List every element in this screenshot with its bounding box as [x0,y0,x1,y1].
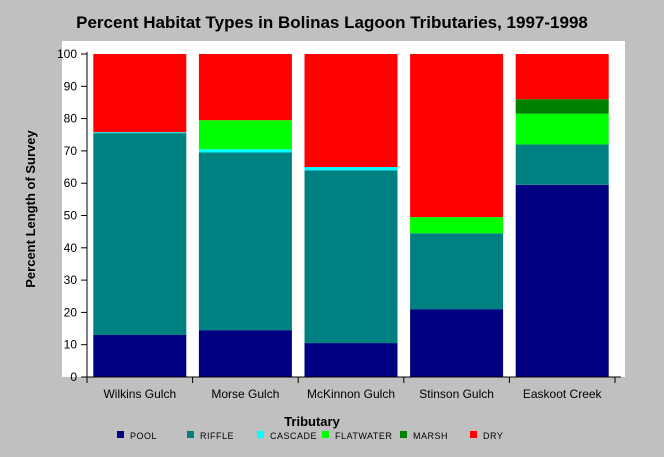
bar-morse-gulch-riffle [198,152,292,331]
bar-mckinnon-gulch-riffle [304,170,398,344]
legend-label-pool: POOL [130,431,157,441]
bar-stack-mckinnon-gulch [304,54,398,377]
legend-label-riffle: RIFFLE [200,431,234,441]
legend-item-riffle: RIFFLE [187,431,234,441]
bar-stack-morse-gulch [198,54,292,377]
legend-item-pool: POOL [117,431,157,441]
bar-wilkins-gulch-cascade [93,132,187,134]
bar-mckinnon-gulch-cascade [304,167,398,171]
bar-morse-gulch-dry [198,54,292,121]
bar-mckinnon-gulch-pool [304,343,398,377]
x-tick-label-stinson-gulch: Stinson Gulch [419,387,494,401]
bar-stinson-gulch-dry [410,54,504,218]
bar-stinson-gulch-riffle [410,233,504,310]
bar-easkoot-creek-riffle [515,144,609,185]
y-tick-label-30: 30 [64,273,78,287]
legend-item-flatwater: FLATWATER [322,431,392,441]
x-tick-label-wilkins-gulch: Wilkins Gulch [103,387,176,401]
legend-item-marsh: MARSH [400,431,448,441]
bar-morse-gulch-flatwater [198,120,292,150]
bar-easkoot-creek-pool [515,184,609,377]
bar-easkoot-creek-flatwater [515,113,609,145]
y-tick-label-80: 80 [64,112,78,126]
legend-label-dry: DRY [483,431,503,441]
bar-morse-gulch-cascade [198,149,292,153]
y-tick-label-10: 10 [64,338,78,352]
legend-swatch-riffle [187,431,194,438]
legend-swatch-cascade [257,431,264,438]
bar-stack-easkoot-creek [515,54,609,377]
x-axis-label: Tributary [284,414,340,429]
x-tick-label-morse-gulch: Morse Gulch [211,387,279,401]
legend-label-marsh: MARSH [413,431,448,441]
bar-wilkins-gulch-riffle [93,133,187,336]
y-tick-label-60: 60 [64,176,78,190]
legend-swatch-marsh [400,431,407,438]
legend-swatch-flatwater [322,431,329,438]
bar-morse-gulch-pool [198,330,292,377]
bar-wilkins-gulch-pool [93,335,187,377]
legend-swatch-dry [470,431,477,438]
chart-title: Percent Habitat Types in Bolinas Lagoon … [76,13,588,32]
bar-stack-wilkins-gulch [93,54,187,377]
legend-item-dry: DRY [470,431,503,441]
y-tick-label-40: 40 [64,241,78,255]
axes-layer: 0 10 20 30 40 50 60 70 80 90 100 Wilkins Gulch Morse… [57,47,621,401]
legend-label-cascade: CASCADE [270,431,317,441]
x-tick-label-mckinnon-gulch: McKinnon Gulch [307,387,395,401]
legend-item-cascade: CASCADE [257,431,317,441]
y-tick-label-90: 90 [64,79,78,93]
bar-easkoot-creek-marsh [515,99,609,114]
bar-stinson-gulch-flatwater [410,217,504,234]
y-axis-label: Percent Length of Survey [23,129,38,287]
legend: POOL RIFFLE CASCADE FLATWATER MARSH DRY [117,431,503,441]
bars-layer [93,54,609,377]
bar-easkoot-creek-dry [515,54,609,100]
bar-mckinnon-gulch-dry [304,54,398,168]
y-tick-label-20: 20 [64,305,78,319]
legend-swatch-pool [117,431,124,438]
legend-label-flatwater: FLATWATER [335,431,392,441]
y-tick-label-0: 0 [70,370,77,384]
bar-wilkins-gulch-dry [93,54,187,133]
y-tick-label-70: 70 [64,144,78,158]
y-tick-label-100: 100 [57,47,77,61]
y-tick-label-50: 50 [64,209,78,223]
bar-stack-stinson-gulch [410,54,504,377]
x-tick-label-easkoot-creek: Easkoot Creek [523,387,603,401]
bar-stinson-gulch-pool [410,309,504,377]
